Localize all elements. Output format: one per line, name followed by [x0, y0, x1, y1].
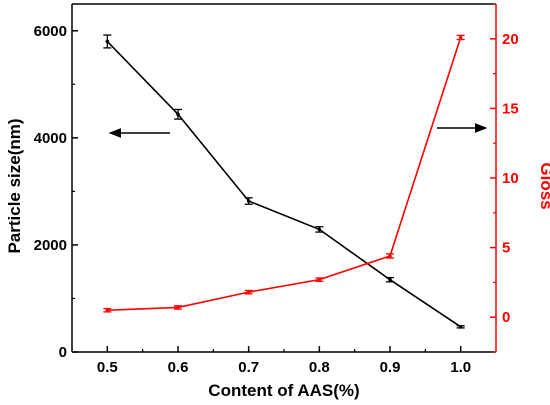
right-y-tick-label: 20 — [502, 31, 519, 48]
data-point — [105, 39, 110, 44]
right-y-axis: 0 5 10 15 20 — [490, 3, 519, 353]
series-left — [103, 34, 465, 329]
plot-frame — [71, 3, 497, 353]
x-tick-label: 1.0 — [450, 359, 471, 376]
data-point — [105, 308, 110, 313]
left-y-axis: 0 2000 4000 6000 — [34, 23, 78, 361]
data-point — [317, 277, 322, 282]
annotation-layer — [108, 123, 488, 138]
x-axis: 0.5 0.6 0.7 0.8 0.9 1.0 — [97, 346, 471, 376]
right-y-tick-label: 0 — [502, 309, 510, 326]
data-point — [176, 112, 180, 117]
left-y-tick-label: 0 — [59, 344, 67, 361]
series-right — [103, 34, 465, 313]
data-point — [317, 227, 322, 232]
data-point — [246, 290, 251, 294]
left-y-tick-label: 2000 — [34, 237, 67, 254]
series-layer — [103, 34, 465, 329]
x-tick-label: 0.5 — [97, 359, 118, 376]
right-y-tick-label: 15 — [502, 100, 519, 117]
x-tick-label: 0.8 — [309, 359, 330, 376]
data-point — [458, 35, 463, 40]
x-tick-label: 0.7 — [238, 359, 259, 376]
left-y-axis-title: Particle size(nm) — [5, 118, 24, 253]
left-y-tick-label: 4000 — [34, 130, 67, 147]
left-y-tick-label: 6000 — [34, 23, 67, 40]
right-y-axis-title: Gloss — [537, 162, 550, 209]
data-point — [388, 277, 392, 282]
series-line-right — [107, 37, 462, 312]
series-line-left — [106, 40, 462, 328]
data-point — [458, 325, 463, 329]
x-tick-label: 0.6 — [168, 359, 189, 376]
x-tick-label: 0.9 — [380, 359, 401, 376]
data-point — [246, 199, 251, 203]
data-point — [176, 305, 180, 310]
x-axis-title: Content of AAS(%) — [208, 381, 359, 400]
right-y-tick-label: 10 — [502, 170, 519, 187]
data-point — [388, 254, 392, 258]
right-y-tick-label: 5 — [502, 240, 510, 257]
